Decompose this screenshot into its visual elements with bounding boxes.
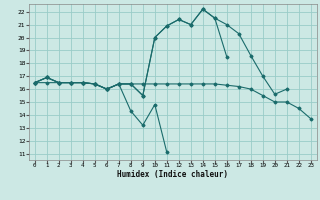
X-axis label: Humidex (Indice chaleur): Humidex (Indice chaleur) xyxy=(117,170,228,179)
